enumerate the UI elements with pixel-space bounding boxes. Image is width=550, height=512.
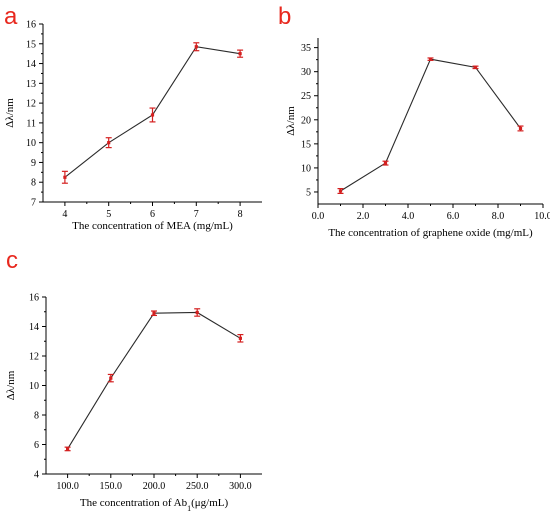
panel-a-y-tick-label: 12 bbox=[26, 99, 36, 110]
panel-c-series-line bbox=[67, 311, 241, 450]
panel-a-x-tick-label: 6 bbox=[150, 209, 155, 220]
panel-c-x-tick-label: 100.0 bbox=[56, 481, 79, 492]
panel-a-y-tick-label: 7 bbox=[31, 198, 36, 209]
panel-a-y-tick-label: 10 bbox=[26, 138, 36, 149]
panel-c-x-axis-title-subscript: 1 bbox=[187, 504, 191, 512]
panel-c-x-axis-title-main: The concentration of Ab bbox=[80, 497, 188, 509]
panel-b-data-point bbox=[473, 65, 478, 69]
panel-a-data-point bbox=[107, 141, 111, 145]
panel-b-y-tick-label: 35 bbox=[301, 43, 311, 54]
panel-a-data-point bbox=[194, 45, 198, 49]
panel-b-x-tick-label: 2.0 bbox=[357, 211, 370, 222]
panel-b-y-tick-label: 15 bbox=[301, 139, 311, 150]
panel-a: a 4 5 6 7 8 7 8 9 10 11 12 13 14 15 16 The concentrati… bbox=[4, 3, 262, 232]
panel-c-x-tick-label: 250.0 bbox=[186, 481, 209, 492]
panel-b-y-tick-label: 20 bbox=[301, 115, 311, 126]
panel-b-series-line bbox=[340, 58, 521, 192]
panel-b-x-tick-label: 0.0 bbox=[312, 211, 325, 222]
panel-b-x-tick-label: 8.0 bbox=[492, 211, 505, 222]
panel-a-y-tick-label: 15 bbox=[26, 39, 36, 50]
panel-b-data-point bbox=[383, 161, 388, 165]
panel-c-y-tick-label: 16 bbox=[29, 293, 39, 304]
panel-b-data-point bbox=[428, 57, 433, 61]
panel-b-label: b bbox=[278, 3, 291, 30]
panel-c-data-point bbox=[152, 311, 156, 315]
panel-b-y-tick-label: 25 bbox=[301, 91, 311, 102]
panel-c-axes: 100.0 150.0 200.0 250.0 300.0 4 6 8 10 12 14 16 bbox=[29, 293, 262, 492]
panel-b-y-tick-label: 30 bbox=[301, 67, 311, 78]
panel-c-data-point bbox=[238, 336, 242, 340]
panel-b-y-tick-label: 10 bbox=[301, 163, 311, 174]
panel-c: c 100.0 150.0 200.0 250.0 300.0 4 6 8 10 12 14 16 T… bbox=[5, 247, 262, 512]
panel-a-y-tick-label: 8 bbox=[31, 178, 36, 189]
panel-b-data-point bbox=[338, 189, 343, 193]
panel-c-x-tick-label: 150.0 bbox=[100, 481, 123, 492]
panel-c-y-axis-title: Δλ/nm bbox=[5, 370, 17, 400]
panel-a-data-point bbox=[63, 175, 67, 179]
panel-c-data-point bbox=[195, 310, 199, 315]
panel-c-y-tick-label: 14 bbox=[29, 322, 39, 333]
panel-a-y-tick-label: 13 bbox=[26, 79, 36, 90]
panel-a-y-tick-label: 14 bbox=[26, 59, 36, 70]
panel-c-label: c bbox=[6, 247, 18, 274]
panel-a-x-tick-label: 5 bbox=[106, 209, 111, 220]
panel-b-y-tick-label: 5 bbox=[306, 187, 311, 198]
panel-c-y-tick-label: 8 bbox=[34, 411, 39, 422]
panel-b: b 0.0 2.0 4.0 6.0 8.0 10.0 5 10 15 20 25 30 35 The c… bbox=[278, 3, 550, 239]
panel-c-x-tick-label: 200.0 bbox=[143, 481, 166, 492]
panel-b-y-axis-title: Δλ/nm bbox=[285, 106, 297, 136]
panel-c-data-point bbox=[109, 376, 113, 380]
panel-a-label: a bbox=[4, 3, 18, 30]
panel-a-data-point bbox=[150, 113, 155, 117]
panel-c-y-tick-label: 12 bbox=[29, 352, 39, 363]
panel-a-y-tick-label: 16 bbox=[26, 20, 36, 31]
panel-b-data-point bbox=[518, 126, 523, 131]
panel-b-x-tick-label: 10.0 bbox=[534, 211, 550, 222]
panel-b-x-axis-title: The concentration of graphene oxide (mg/… bbox=[328, 227, 533, 239]
panel-a-x-axis-title: The concentration of MEA (mg/mL) bbox=[72, 220, 233, 232]
panel-c-x-axis-title: The concentration of Ab1(μg/mL) bbox=[80, 497, 229, 512]
panel-c-data-point bbox=[66, 447, 70, 451]
panel-a-data-point bbox=[238, 52, 242, 56]
panel-a-y-axis-title: Δλ/nm bbox=[4, 98, 16, 128]
panel-c-y-tick-label: 10 bbox=[29, 381, 39, 392]
panel-a-x-tick-label: 8 bbox=[238, 209, 243, 220]
panel-c-x-axis-title-unit: (μg/mL) bbox=[191, 497, 228, 509]
panel-a-axes: 4 5 6 7 8 7 8 9 10 11 12 13 14 15 16 bbox=[26, 20, 262, 220]
panel-c-y-tick-label: 4 bbox=[34, 470, 39, 481]
panel-b-x-tick-label: 6.0 bbox=[447, 211, 460, 222]
panel-c-x-tick-label: 300.0 bbox=[229, 481, 252, 492]
panel-b-axes: 0.0 2.0 4.0 6.0 8.0 10.0 5 10 15 20 25 30 35 bbox=[301, 38, 550, 222]
panel-a-y-tick-label: 11 bbox=[26, 118, 36, 129]
panel-c-y-tick-label: 6 bbox=[34, 440, 39, 451]
panel-a-y-tick-label: 9 bbox=[31, 158, 36, 169]
panel-b-x-tick-label: 4.0 bbox=[402, 211, 415, 222]
panel-a-x-tick-label: 7 bbox=[194, 209, 199, 220]
panel-a-x-tick-label: 4 bbox=[62, 209, 67, 220]
